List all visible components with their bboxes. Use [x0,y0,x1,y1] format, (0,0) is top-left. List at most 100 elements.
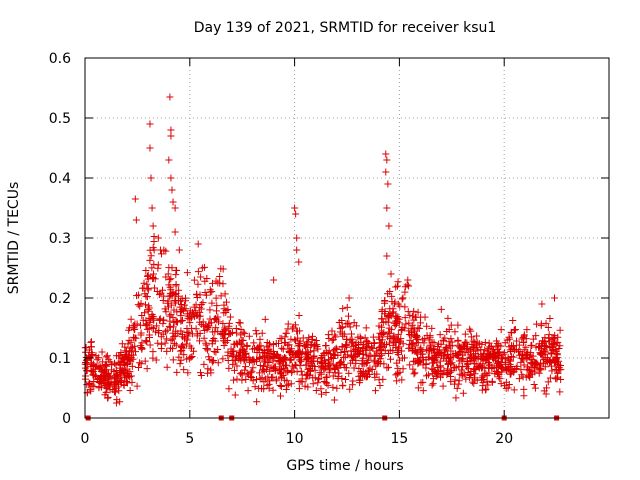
data-point [95,364,103,372]
data-point [212,324,220,332]
data-point [497,326,505,334]
data-point [491,351,499,359]
data-point [486,343,494,351]
data-point [361,334,369,342]
data-point [549,343,557,351]
data-point [295,340,303,348]
data-point [182,340,190,348]
data-point [293,368,301,376]
data-point [166,289,174,297]
data-point [368,366,376,374]
data-point [509,342,517,350]
data-point [146,144,154,152]
data-point [167,174,175,182]
data-point [205,353,213,361]
data-point [208,299,216,307]
data-point [237,348,245,356]
data-point [222,298,230,306]
data-point [194,268,202,276]
data-point [540,356,548,364]
data-point [474,355,482,363]
data-point [337,348,345,356]
data-point [225,364,233,372]
data-point [167,132,175,140]
data-point [487,342,495,350]
data-point [310,357,318,365]
data-point [386,330,394,338]
data-point [126,356,134,364]
data-point [346,323,354,331]
data-point [146,333,154,341]
data-point [283,361,291,369]
data-point [463,358,471,366]
data-point [221,290,229,298]
data-point [256,361,264,369]
data-point [152,328,160,336]
data-point [291,321,299,329]
data-point [149,348,157,356]
data-point [414,339,422,347]
data-point [554,369,562,377]
data-point [522,373,530,381]
data-point [533,320,541,328]
data-point [539,351,547,359]
data-point [422,346,430,354]
data-point [219,320,227,328]
data-point [88,350,96,358]
data-point [389,336,397,344]
data-point [132,348,140,356]
data-point [371,387,379,395]
data-point [129,324,137,332]
data-point [149,354,157,362]
data-point [276,382,284,390]
data-point [175,286,183,294]
data-point [531,384,539,392]
data-point [454,337,462,345]
data-point [385,339,393,347]
data-point [269,386,277,394]
data-point [511,326,519,334]
data-point [455,377,463,385]
data-point [411,369,419,377]
data-point [556,388,564,396]
data-point [92,352,100,360]
data-point [451,364,459,372]
data-point [291,336,299,344]
data-point [428,324,436,332]
data-point [542,319,550,327]
data-point [522,343,530,351]
data-point [138,339,146,347]
data-point [530,358,538,366]
data-point [373,349,381,357]
data-point [393,348,401,356]
data-point [439,382,447,390]
data-point [527,370,535,378]
data-point [505,333,513,341]
data-point [337,358,345,366]
data-point [505,357,513,365]
data-point [82,375,90,383]
data-point [475,340,483,348]
data-point [359,350,367,358]
data-point [200,360,208,368]
data-point [322,342,330,350]
data-point [317,370,325,378]
data-point [485,364,493,372]
data-point [350,319,358,327]
data-point [441,334,449,342]
data-point [241,354,249,362]
data-point [242,376,250,384]
data-point [386,288,394,296]
data-point [146,120,154,128]
data-point [116,352,124,360]
data-point [193,332,201,340]
data-point [348,357,356,365]
data-point [208,279,216,287]
data-point [454,321,462,329]
data-point [381,297,389,305]
x-axis-label: GPS time / hours [286,458,403,474]
data-point [291,361,299,369]
data-point [276,334,284,342]
data-point [394,330,402,338]
data-point [169,356,177,364]
